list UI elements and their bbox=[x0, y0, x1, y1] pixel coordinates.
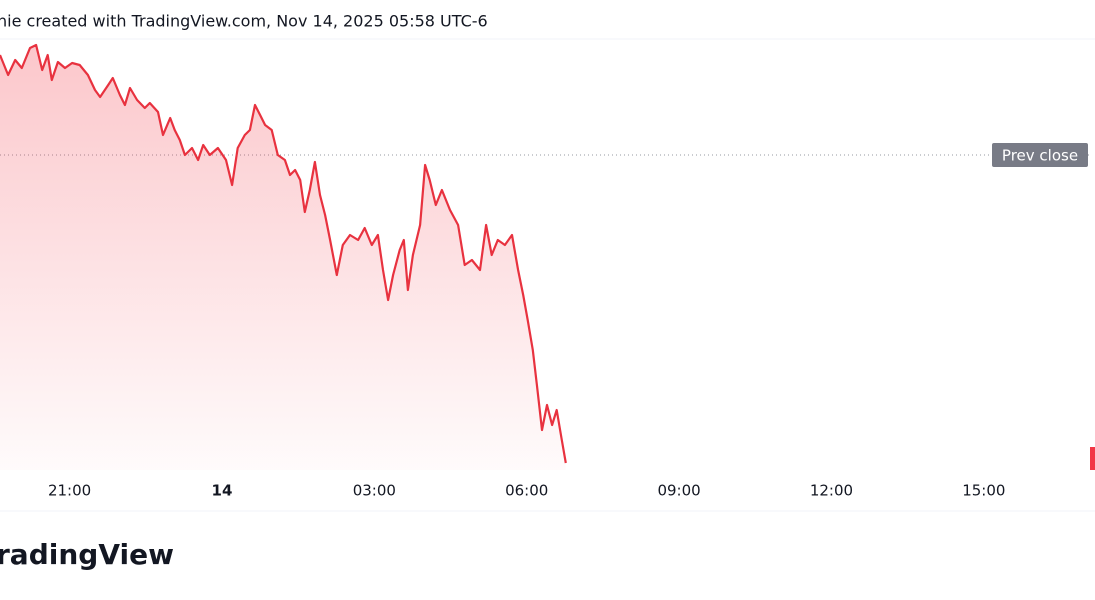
price-marker bbox=[1090, 447, 1095, 470]
brand-logo: radingView bbox=[0, 538, 174, 571]
x-tick-label: 03:00 bbox=[353, 482, 396, 500]
x-tick-label: 14 bbox=[212, 482, 233, 500]
x-tick-label: 15:00 bbox=[962, 482, 1005, 500]
x-tick-label: 21:00 bbox=[48, 482, 91, 500]
x-tick-label: 06:00 bbox=[505, 482, 548, 500]
x-tick-label: 09:00 bbox=[657, 482, 700, 500]
header-caption: nie created with TradingView.com, Nov 14… bbox=[0, 12, 488, 31]
prev-close-box bbox=[992, 143, 1088, 167]
area-fill bbox=[0, 45, 566, 470]
price-line bbox=[0, 43, 567, 464]
prev-close-label: Prev close bbox=[1002, 147, 1078, 165]
x-tick-label: 12:00 bbox=[810, 482, 853, 500]
